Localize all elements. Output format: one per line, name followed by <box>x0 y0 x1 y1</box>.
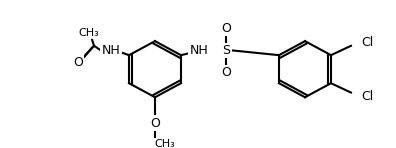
Text: NH: NH <box>190 44 208 57</box>
Text: Cl: Cl <box>361 36 373 49</box>
Text: CH₃: CH₃ <box>79 28 99 38</box>
Text: O: O <box>150 117 160 130</box>
Text: Cl: Cl <box>361 90 373 103</box>
Text: O: O <box>221 22 231 34</box>
Text: O: O <box>221 66 231 79</box>
Text: CH₃: CH₃ <box>154 139 175 148</box>
Text: S: S <box>222 44 230 57</box>
Text: NH: NH <box>102 44 120 57</box>
Text: O: O <box>73 56 83 69</box>
